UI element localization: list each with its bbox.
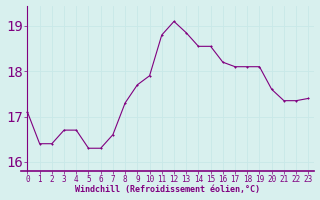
X-axis label: Windchill (Refroidissement éolien,°C): Windchill (Refroidissement éolien,°C) [76,185,260,194]
